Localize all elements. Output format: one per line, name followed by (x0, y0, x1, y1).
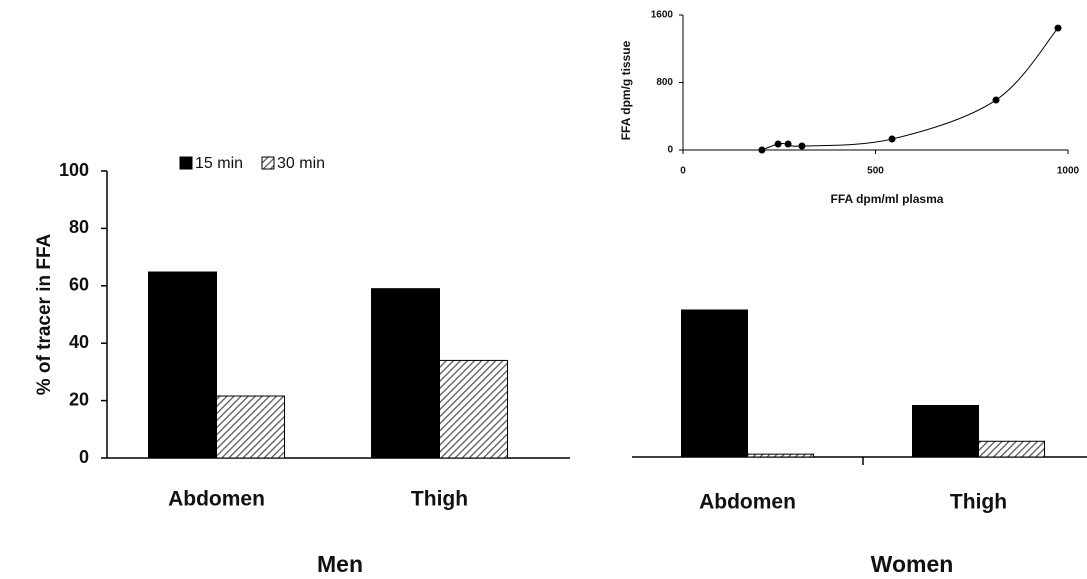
x-tick-label: 1000 (1057, 166, 1080, 177)
x-axis-title: FFA dpm/ml plasma (831, 192, 944, 206)
x-tick-label: 0 (680, 166, 686, 177)
y-tick-label: 100 (59, 160, 89, 180)
legend-label: 30 min (277, 155, 325, 172)
point (784, 140, 792, 148)
chart-title: Women (871, 551, 954, 577)
x-tick-label: Thigh (411, 488, 468, 511)
y-axis-title: FFA dpm/g tissue (619, 40, 633, 140)
y-tick-label: 800 (656, 77, 673, 88)
bar (216, 395, 285, 459)
y-tick-label: 60 (69, 275, 89, 295)
bar (747, 453, 814, 458)
point (798, 142, 806, 150)
y-tick-label: 20 (69, 389, 89, 409)
bar (439, 359, 508, 459)
bar (148, 271, 217, 459)
bar (912, 405, 979, 458)
point (758, 146, 766, 154)
y-tick-label: 80 (69, 217, 89, 237)
bar (681, 309, 748, 458)
x-tick-label: Abdomen (699, 491, 796, 514)
point (888, 135, 896, 143)
y-tick-label: 40 (69, 332, 89, 352)
legend-swatch (261, 156, 275, 170)
legend-swatch (179, 156, 193, 170)
point (1054, 24, 1062, 32)
point (992, 96, 1000, 104)
chart-title: Men (317, 551, 363, 577)
bar (371, 288, 440, 459)
legend-label: 15 min (195, 155, 243, 172)
y-tick-label: 1600 (651, 10, 674, 21)
x-tick-label: Thigh (950, 491, 1007, 514)
x-tick-label: Abdomen (168, 488, 265, 511)
x-tick-label: 500 (867, 166, 884, 177)
fit-curve (761, 27, 1059, 151)
y-tick-label: 0 (667, 145, 673, 156)
bar (978, 440, 1045, 458)
y-axis-title: % of tracer in FFA (34, 233, 55, 395)
y-tick-label: 0 (79, 447, 89, 467)
point (774, 140, 782, 148)
